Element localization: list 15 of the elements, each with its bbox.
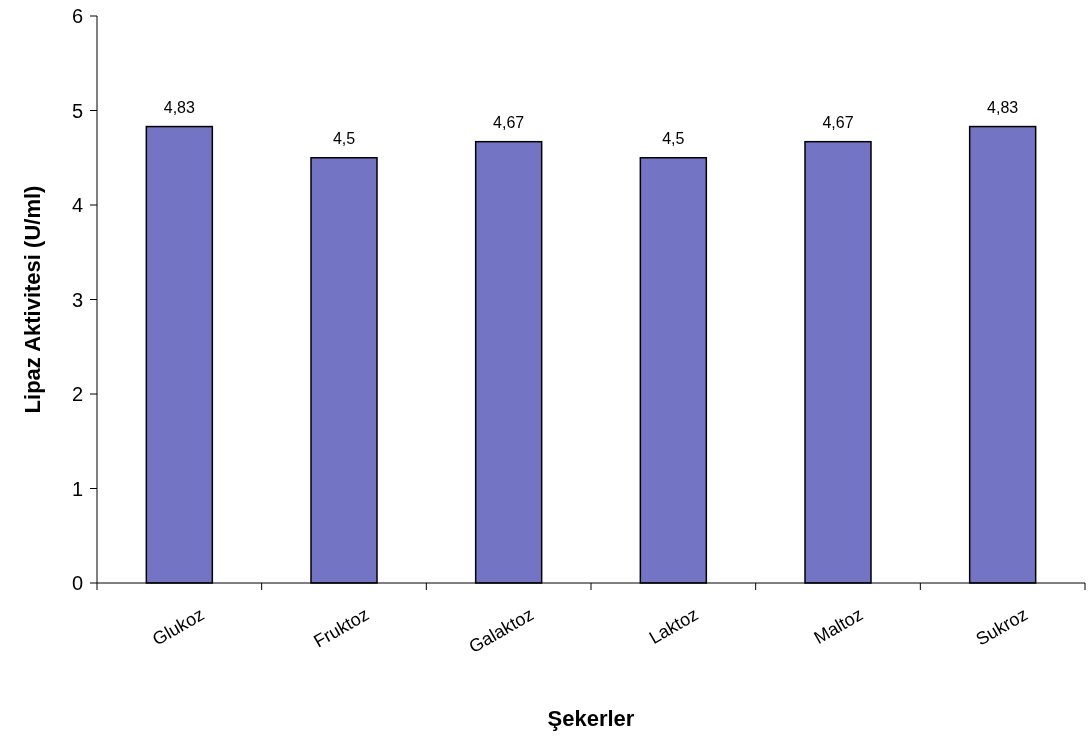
data-label: 4,67 <box>493 113 525 131</box>
y-axis-title: Lipaz Aktivitesi (U/ml) <box>20 185 45 414</box>
y-tick-label: 0 <box>71 572 83 594</box>
y-tick-label: 3 <box>71 288 83 311</box>
y-tick-label: 2 <box>71 383 83 405</box>
y-tick-label: 4 <box>71 194 83 216</box>
data-label: 4,67 <box>822 113 854 131</box>
data-label: 4,5 <box>332 129 356 147</box>
data-label: 4,83 <box>163 98 196 116</box>
y-tick-label: 5 <box>71 99 83 122</box>
y-tick-label: 1 <box>71 477 83 500</box>
data-label: 4,5 <box>662 129 685 147</box>
data-label: 4,83 <box>987 98 1019 116</box>
x-axis-title: Şekerler <box>547 706 635 731</box>
y-tick-label: 6 <box>71 5 83 27</box>
